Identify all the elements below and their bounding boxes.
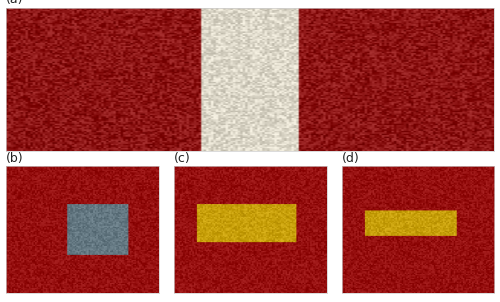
Text: (d): (d) — [342, 152, 359, 165]
Bar — [274, 8, 494, 151]
Text: (c): (c) — [174, 152, 191, 165]
Bar — [6, 8, 274, 151]
Text: (b): (b) — [6, 152, 24, 165]
Bar — [211, 8, 298, 151]
Text: (a): (a) — [6, 0, 24, 6]
Bar — [274, 8, 347, 72]
